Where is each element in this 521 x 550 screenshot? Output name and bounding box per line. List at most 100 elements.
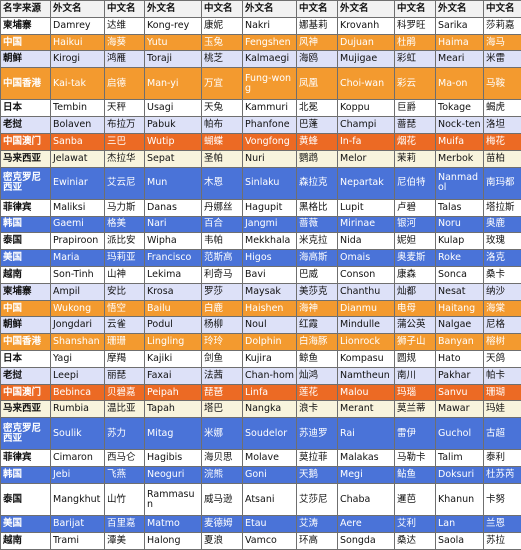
chinese-name-cell: 蝎虎: [483, 99, 521, 118]
foreign-name-cell: Man-yi: [144, 67, 202, 101]
chinese-name-cell: 康妮: [201, 16, 243, 35]
chinese-name-cell: 凤凰: [296, 67, 338, 101]
chinese-name-cell: 玛瑙: [394, 383, 436, 402]
header-chinese-name: 中文名: [104, 0, 145, 18]
origin-country-cell: 美国: [0, 515, 51, 533]
foreign-name-cell: Melor: [337, 149, 395, 168]
table-row: 中国澳门 Bebinca 贝碧嘉 Peipah 琵琶 Linfa 莲花 Malou 玛瑙 Sanv…: [0, 383, 521, 402]
foreign-name-cell: Faxai: [144, 366, 202, 385]
origin-country-cell: 柬埔寨: [0, 16, 51, 35]
table-row: 马来西亚 Jelawat 杰拉华 Sepat 圣帕 Nuri 鹦鹉 Melor 茉莉 Merbok…: [0, 149, 521, 168]
chinese-name-cell: 温比亚: [104, 400, 145, 419]
chinese-name-cell: 海贝思: [201, 449, 243, 468]
header-foreign-name: 外文名: [337, 0, 395, 18]
chinese-name-cell: 威马逊: [201, 483, 243, 517]
chinese-name-cell: 蝴蝶: [201, 132, 243, 151]
foreign-name-cell: Talas: [435, 198, 484, 217]
chinese-name-cell: 巴威: [296, 265, 338, 284]
chinese-name-cell: 百里嘉: [104, 515, 145, 533]
foreign-name-cell: Kulap: [435, 232, 484, 251]
chinese-name-cell: 万宜: [201, 67, 243, 101]
chinese-name-cell: 帕卡: [483, 366, 521, 385]
chinese-name-cell: 米雷: [483, 50, 521, 69]
foreign-name-cell: Peipah: [144, 383, 202, 402]
chinese-name-cell: 杰拉华: [104, 149, 145, 168]
origin-country-cell: 越南: [0, 265, 51, 284]
chinese-name-cell: 北冕: [296, 99, 338, 118]
foreign-name-cell: Namtheun: [337, 366, 395, 385]
chinese-name-cell: 贝碧嘉: [104, 383, 145, 402]
chinese-name-cell: 红霞: [296, 316, 338, 335]
chinese-name-cell: 科罗旺: [394, 16, 436, 35]
foreign-name-cell: Sarika: [435, 16, 484, 35]
table-row: 中国 Haikui 海葵 Yutu 玉兔 Fengshen 风神 Dujuan 杜鹃 Haima 海…: [0, 33, 521, 52]
table-row: 泰国 Prapiroon 派比安 Wipha 韦帕 Mekkhala 米克拉 Nida 妮妲 Ku…: [0, 232, 521, 251]
foreign-name-cell: Dolphin: [242, 333, 297, 352]
chinese-name-cell: 艾莎尼: [296, 483, 338, 517]
foreign-name-cell: Nida: [337, 232, 395, 251]
origin-country-cell: 中国澳门: [0, 383, 51, 402]
foreign-name-cell: Noul: [242, 316, 297, 335]
table-row: 泰国 Mangkhut 山竹 Rammasun 威马逊 Atsani 艾莎尼 Chaba 暹芭 K…: [0, 483, 521, 517]
foreign-name-cell: Linfa: [242, 383, 297, 402]
chinese-name-cell: 雷伊: [394, 417, 436, 451]
foreign-name-cell: Lionrock: [337, 333, 395, 352]
origin-country-cell: 中国香港: [0, 67, 51, 101]
chinese-name-cell: 古超: [483, 417, 521, 451]
foreign-name-cell: Mangkhut: [50, 483, 105, 517]
foreign-name-cell: Talim: [435, 449, 484, 468]
chinese-name-cell: 艾云尼: [104, 166, 145, 200]
foreign-name-cell: Nanmadol: [435, 166, 484, 200]
foreign-name-cell: Bolaven: [50, 116, 105, 134]
chinese-name-cell: 鸿雁: [104, 50, 145, 69]
origin-country-cell: 菲律宾: [0, 449, 51, 468]
chinese-name-cell: 杨柳: [201, 316, 243, 335]
chinese-name-cell: 鹦鹉: [296, 149, 338, 168]
foreign-name-cell: Conson: [337, 265, 395, 284]
foreign-name-cell: Gaemi: [50, 215, 105, 234]
foreign-name-cell: Danas: [144, 198, 202, 217]
chinese-name-cell: 银河: [394, 215, 436, 234]
origin-country-cell: 老挝: [0, 116, 51, 134]
foreign-name-cell: Sepat: [144, 149, 202, 168]
table-row: 中国香港 Shanshan 珊珊 Lingling 玲玲 Dolphin 白海豚 Lionro…: [0, 333, 521, 352]
foreign-name-cell: Atsani: [242, 483, 297, 517]
foreign-name-cell: Mindulle: [337, 316, 395, 335]
foreign-name-cell: Hato: [435, 350, 484, 368]
chinese-name-cell: 榕树: [483, 333, 521, 352]
foreign-name-cell: Damrey: [50, 16, 105, 35]
foreign-name-cell: Mujigae: [337, 50, 395, 69]
foreign-name-cell: Haitang: [435, 299, 484, 318]
chinese-name-cell: 玫瑰: [483, 232, 521, 251]
foreign-name-cell: Nepartak: [337, 166, 395, 200]
foreign-name-cell: Lekima: [144, 265, 202, 284]
table-row: 密克罗尼西亚 Ewiniar 艾云尼 Mun 木恩 Sinlaku 森拉克 Nepartak 尼…: [0, 166, 521, 200]
origin-country-cell: 中国: [0, 299, 51, 318]
origin-country-cell: 密克罗尼西亚: [0, 166, 51, 200]
foreign-name-cell: Mun: [144, 166, 202, 200]
chinese-name-cell: 布拉万: [104, 116, 145, 134]
header-chinese-name: 中文名: [394, 0, 436, 18]
chinese-name-cell: 兰恩: [483, 515, 521, 533]
chinese-name-cell: 洛克: [483, 249, 521, 267]
chinese-name-cell: 山神: [104, 265, 145, 284]
foreign-name-cell: Kujira: [242, 350, 297, 368]
chinese-name-cell: 浪卡: [296, 400, 338, 419]
chinese-name-cell: 梅花: [483, 132, 521, 151]
foreign-name-cell: Soulik: [50, 417, 105, 451]
chinese-name-cell: 塔巴: [201, 400, 243, 419]
foreign-name-cell: Yutu: [144, 33, 202, 52]
header-foreign-name: 外文名: [50, 0, 105, 18]
chinese-name-cell: 苗柏: [483, 149, 521, 168]
table-row: 美国 Barijat 百里嘉 Matmo 麦德姆 Etau 艾涛 Aere 艾利 Lan 兰恩: [0, 515, 521, 533]
chinese-name-cell: 尼格: [483, 316, 521, 335]
table-row: 韩国 Jebi 飞燕 Neoguri 浣熊 Goni 天鹅 Megi 鲇鱼 Doksuri 杜苏芮: [0, 466, 521, 485]
foreign-name-cell: Merant: [337, 400, 395, 419]
foreign-name-cell: Sonca: [435, 265, 484, 284]
chinese-name-cell: 卡努: [483, 483, 521, 517]
foreign-name-cell: Krovanh: [337, 16, 395, 35]
chinese-name-cell: 玛莉亚: [104, 249, 145, 267]
chinese-name-cell: 马勒卡: [394, 449, 436, 468]
chinese-name-cell: 丹娜丝: [201, 198, 243, 217]
